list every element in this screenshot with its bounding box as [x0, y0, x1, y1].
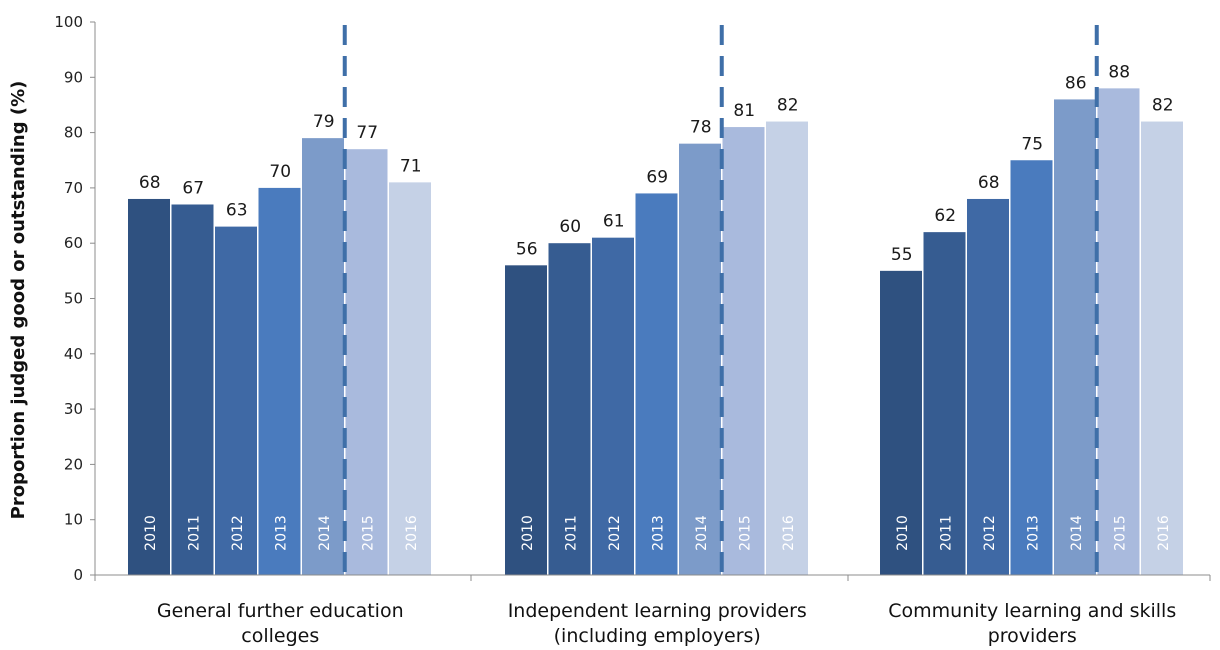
bar-year-label: 2016	[781, 515, 797, 551]
bar-year-label: 2014	[1069, 515, 1085, 551]
bar-year-label: 2012	[607, 515, 623, 551]
bar-group: 55 2010 62 2011 68 2012 75 2013 86 2014 88 2015 82 20…	[880, 25, 1183, 576]
bar	[722, 127, 765, 575]
bar-value-label: 56	[516, 239, 538, 259]
bar-year-label: 2015	[737, 515, 753, 551]
bar-year-label: 2011	[938, 515, 954, 551]
bar-value-label: 67	[182, 178, 204, 198]
bar	[548, 243, 591, 575]
bar-value-label: 55	[891, 245, 913, 265]
bar	[1054, 99, 1096, 576]
bar-value-label: 68	[978, 173, 1000, 193]
bar	[128, 198, 170, 575]
bar-year-label: 2011	[186, 515, 202, 551]
bar	[1010, 160, 1053, 575]
bar-value-label: 75	[1021, 134, 1043, 154]
category-label: General further education	[157, 600, 404, 622]
bar-value-label: 60	[559, 217, 581, 237]
bar-value-label: 77	[356, 123, 378, 143]
bar	[967, 198, 1009, 575]
y-tick-label: 90	[64, 68, 83, 86]
y-tick-label: 80	[64, 124, 83, 142]
bar-year-label: 2011	[563, 515, 579, 551]
bar-value-label: 82	[1152, 96, 1174, 116]
y-tick-label: 50	[64, 290, 83, 308]
category-label: colleges	[241, 625, 319, 647]
bar-value-label: 82	[777, 96, 799, 116]
bar-year-label: 2012	[982, 515, 998, 551]
y-tick-label: 0	[73, 566, 83, 584]
bar	[1097, 88, 1140, 576]
bar-value-label: 79	[313, 112, 335, 132]
bar	[505, 265, 547, 575]
bar-year-label: 2014	[317, 515, 333, 551]
bar	[171, 204, 214, 576]
bar	[302, 138, 344, 575]
bar	[1141, 121, 1183, 575]
bar-year-label: 2013	[650, 515, 666, 551]
y-tick-label: 60	[64, 234, 83, 252]
bar-value-label: 63	[226, 201, 248, 221]
bar-year-label: 2014	[694, 515, 710, 551]
bar-value-label: 70	[269, 162, 291, 182]
bar-year-label: 2016	[1156, 515, 1172, 551]
bar-group: 56 2010 60 2011 61 2012 69 2013 78 2014 81 2015 82 20…	[505, 25, 808, 576]
y-tick-label: 100	[54, 13, 83, 31]
bar-year-label: 2012	[230, 515, 246, 551]
bar	[389, 182, 431, 575]
bar-value-label: 61	[603, 212, 625, 232]
category-label: Independent learning providers	[508, 600, 807, 622]
category-label: Community learning and skills	[888, 600, 1176, 622]
bar-value-label: 62	[934, 206, 956, 226]
bar	[215, 226, 257, 576]
bar	[592, 237, 634, 576]
bar	[258, 187, 301, 575]
y-tick-label: 20	[64, 455, 83, 473]
bar-value-label: 81	[733, 101, 755, 121]
bar-year-label: 2016	[404, 515, 420, 551]
category-label: providers	[988, 625, 1077, 647]
bar-year-label: 2010	[895, 515, 911, 551]
bar-value-label: 78	[690, 118, 712, 138]
bar-year-label: 2013	[273, 515, 289, 551]
y-tick-label: 30	[64, 400, 83, 418]
bar	[345, 149, 388, 575]
bar	[766, 121, 808, 575]
bar-value-label: 86	[1065, 73, 1087, 93]
bar-year-label: 2010	[520, 515, 536, 551]
bar-year-label: 2013	[1025, 515, 1041, 551]
bar	[679, 143, 721, 575]
y-axis-title: Proportion judged good or outstanding (%…	[8, 81, 29, 520]
bar-year-label: 2015	[360, 515, 376, 551]
category-label: (including employers)	[554, 625, 761, 647]
bars-layer: 68 2010 67 2011 63 2012 70 2013 79 2014 77 2015 71 20…	[128, 25, 1183, 576]
y-tick-label: 40	[64, 345, 83, 363]
bar-value-label: 69	[646, 167, 668, 187]
y-tick-label: 10	[64, 511, 83, 529]
bar-value-label: 71	[400, 156, 422, 176]
y-tick-label: 70	[64, 179, 83, 197]
bar	[635, 193, 678, 575]
x-axis: General further education colleges Indepen…	[94, 574, 1211, 647]
bar-year-label: 2010	[143, 515, 159, 551]
bar	[880, 270, 922, 575]
bar-value-label: 68	[139, 173, 161, 193]
bar-value-label: 88	[1108, 62, 1130, 82]
bar	[923, 232, 966, 575]
y-axis: 0 10 20 30 40 50 60 70 80 90 100	[54, 13, 96, 584]
bar-year-label: 2015	[1112, 515, 1128, 551]
bar-group: 68 2010 67 2011 63 2012 70 2013 79 2014 77 2015 71 20…	[128, 25, 431, 576]
